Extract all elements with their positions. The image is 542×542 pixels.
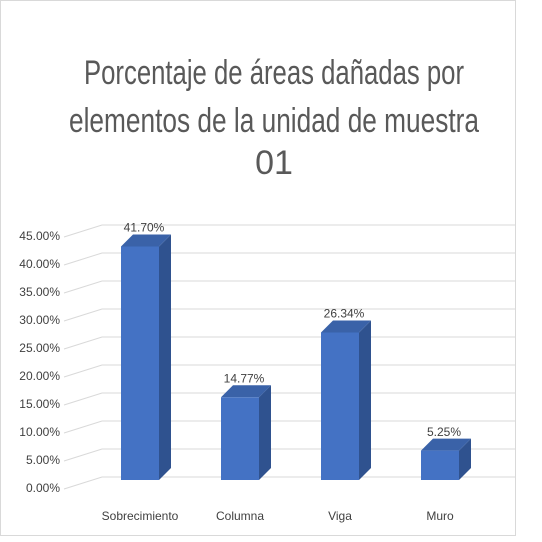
y-tick-label: 0.00% — [26, 481, 60, 495]
grid-line — [63, 280, 515, 294]
bar-top — [221, 385, 271, 398]
y-tick-label: 25.00% — [19, 341, 60, 355]
y-tick-label: 20.00% — [19, 369, 60, 383]
y-tick-label: 5.00% — [26, 453, 60, 467]
y-tick-label: 15.00% — [19, 397, 60, 411]
bar-top — [121, 234, 171, 247]
y-tick-label: 30.00% — [19, 313, 60, 327]
x-tick-label: Columna — [216, 509, 264, 523]
value-label: 14.77% — [224, 371, 265, 385]
y-tick-label: 10.00% — [19, 425, 60, 439]
bar-top — [421, 438, 471, 451]
x-tick-label: Muro — [426, 509, 454, 523]
value-label: 26.34% — [324, 307, 365, 321]
bar-side — [459, 438, 471, 480]
grid-line — [63, 252, 515, 266]
grid-line — [63, 224, 515, 238]
grid-line — [63, 392, 515, 406]
chart-title: 01 — [255, 144, 293, 182]
grid-line — [63, 476, 515, 490]
grid-line — [63, 336, 515, 350]
y-tick-label: 35.00% — [19, 285, 60, 299]
chart-title: Porcentaje de áreas dañadas por — [84, 54, 464, 92]
bar-side — [159, 234, 171, 480]
bar — [121, 246, 159, 480]
grid-line — [63, 448, 515, 462]
bar — [221, 397, 259, 480]
bar-side — [359, 320, 371, 480]
y-tick-label: 45.00% — [19, 229, 60, 243]
bar-top — [321, 320, 371, 333]
y-tick-label: 40.00% — [19, 257, 60, 271]
chart-title: elementos de la unidad de muestra — [69, 102, 479, 140]
bar-side — [259, 385, 271, 480]
x-tick-label: Viga — [328, 509, 352, 523]
grid-line — [63, 420, 515, 434]
bar — [321, 332, 359, 480]
grid-line — [63, 364, 515, 378]
grid-line — [63, 308, 515, 322]
value-label: 41.70% — [124, 221, 165, 235]
value-label: 5.25% — [427, 425, 461, 439]
x-tick-label: Sobrecimiento — [102, 509, 179, 523]
bar — [421, 450, 459, 480]
